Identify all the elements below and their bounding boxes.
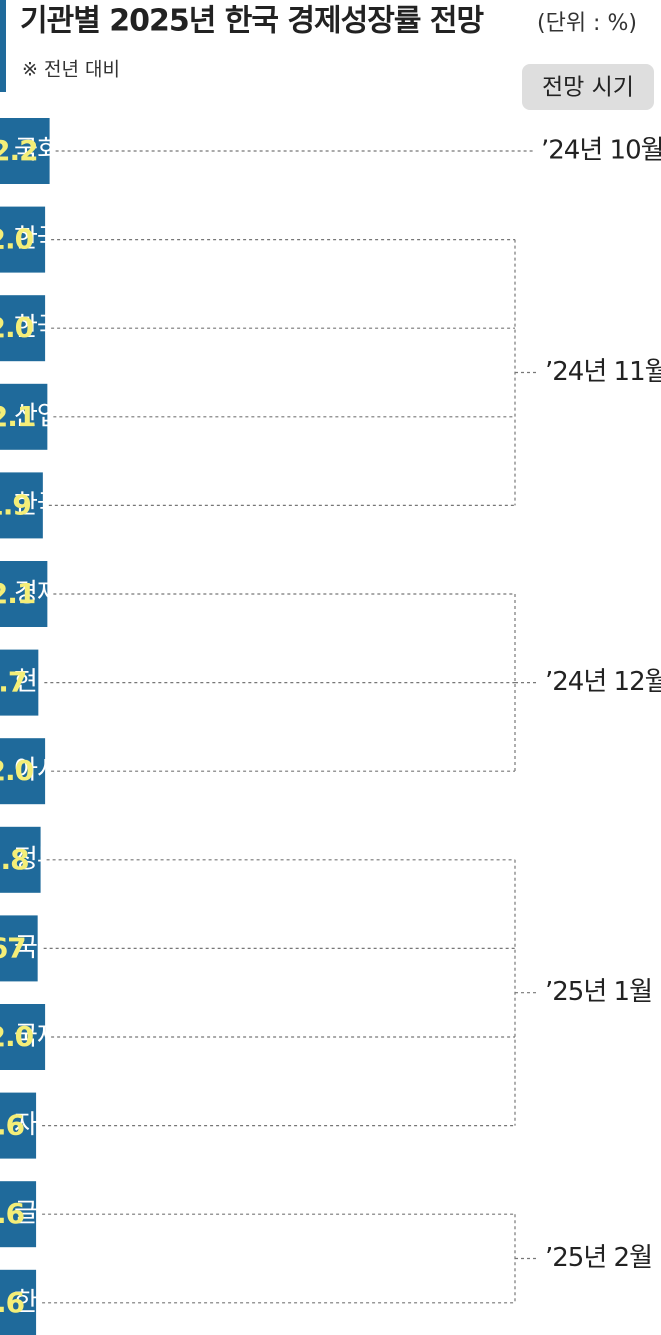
bar xyxy=(0,1269,37,1335)
value-label: 1.8 xyxy=(0,843,29,876)
period-label: ’24년 12월 xyxy=(545,667,661,697)
bar xyxy=(0,915,38,982)
period-label: ’25년 2월 xyxy=(545,1243,652,1273)
category-label: 한국개발연구원(KDI) xyxy=(14,1287,234,1317)
value-label: 1.67 xyxy=(0,931,26,964)
bracket xyxy=(42,859,539,1127)
value-label: 2.0 xyxy=(0,1020,34,1053)
group-header: 전망 시기 xyxy=(542,75,634,101)
value-label: 1.7 xyxy=(0,666,26,699)
period-label: ’25년 1월 xyxy=(545,977,652,1007)
value-label: 2.2 xyxy=(0,134,38,167)
bracket xyxy=(48,239,539,506)
bar xyxy=(0,649,39,716)
accent-bar xyxy=(0,0,6,92)
bracket xyxy=(42,1213,539,1304)
unit-label: (단위 : %) xyxy=(537,11,637,36)
value-label: 1.6 xyxy=(0,1109,24,1142)
group-header-box xyxy=(522,64,654,110)
bar xyxy=(0,295,46,362)
bar xyxy=(0,1004,46,1070)
bar xyxy=(0,561,48,627)
category-label: 글로벌IB 평균 xyxy=(14,1199,159,1229)
value-label: 1.9 xyxy=(0,488,31,521)
bracket xyxy=(44,593,539,772)
bar xyxy=(0,118,50,184)
period-label: ’24년 11월 xyxy=(545,357,661,387)
bar xyxy=(0,1181,37,1248)
value-label: 1.6 xyxy=(0,1286,24,1319)
category-label: 자본시장연구원 xyxy=(14,1110,174,1140)
note: ※ 전년 대비 xyxy=(22,59,120,81)
bar xyxy=(0,738,46,805)
value-label: 2.0 xyxy=(0,223,34,256)
value-label: 2.1 xyxy=(0,400,35,433)
bar xyxy=(0,383,48,450)
value-label: 1.6 xyxy=(0,1197,24,1230)
bar xyxy=(0,826,41,893)
bar xyxy=(0,1092,37,1159)
value-label: 2.0 xyxy=(0,754,34,787)
value-label: 2.1 xyxy=(0,577,35,610)
bar xyxy=(0,206,46,273)
period-label: ’24년 10월 xyxy=(541,136,661,166)
value-label: 2.0 xyxy=(0,311,34,344)
bar xyxy=(0,472,43,539)
chart-title: 기관별 2025년 한국 경제성장률 전망 xyxy=(20,4,484,39)
